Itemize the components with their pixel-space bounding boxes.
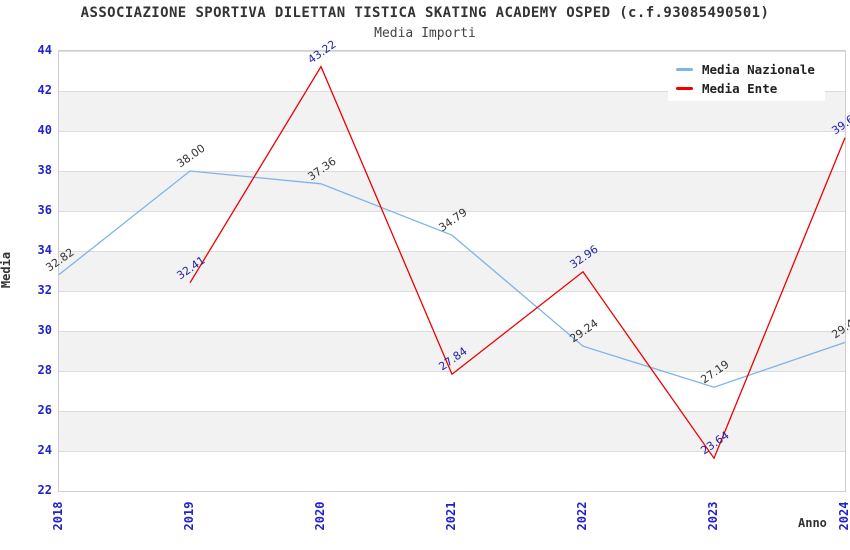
plot-area: 32.82 38.00 37.36 34.79 29.24 27.19 29.43 32.41… <box>43 37 850 492</box>
chart-subtitle: Media Importi <box>374 26 476 41</box>
y-tick-label: 32 <box>37 283 52 297</box>
y-tick-label: 42 <box>37 83 52 97</box>
y-tick-label: 28 <box>37 363 52 377</box>
legend-item-media-nazionale: Media Nazionale <box>676 62 815 77</box>
x-tick-label: 2022 <box>575 501 589 531</box>
y-tick-label: 22 <box>37 483 52 497</box>
media-ente-swatch <box>676 87 693 90</box>
legend-item-media-ente: Media Ente <box>676 81 815 96</box>
x-tick-label: 2020 <box>313 501 327 531</box>
chart-title: ASSOCIAZIONE SPORTIVA DILETTAN TISTICA S… <box>80 5 770 21</box>
y-tick-label: 44 <box>37 43 52 57</box>
y-tick-label: 34 <box>37 243 52 257</box>
media-ente-line <box>189 65 846 460</box>
y-axis-title: Media <box>0 251 13 289</box>
x-axis-title: Anno <box>798 516 827 530</box>
y-tick-label: 30 <box>37 323 52 337</box>
y-tick-label: 40 <box>37 123 52 137</box>
legend: Media Nazionale Media Ente <box>668 57 825 101</box>
y-tick-label: 36 <box>37 203 52 217</box>
legend-label: Media Nazionale <box>702 62 815 77</box>
y-tick-label: 24 <box>37 443 52 457</box>
media-nazionale-swatch <box>676 68 693 71</box>
media-nazionale-line <box>58 170 846 388</box>
x-tick-label: 2024 <box>837 501 850 531</box>
y-tick-label: 26 <box>37 403 52 417</box>
x-tick-label: 2019 <box>182 501 196 531</box>
series-lines <box>58 65 846 460</box>
legend-label: Media Ente <box>702 81 778 96</box>
x-tick-label: 2018 <box>51 501 65 531</box>
y-tick-label: 38 <box>37 163 52 177</box>
x-tick-label: 2023 <box>706 501 720 531</box>
x-tick-label: 2021 <box>444 501 458 531</box>
